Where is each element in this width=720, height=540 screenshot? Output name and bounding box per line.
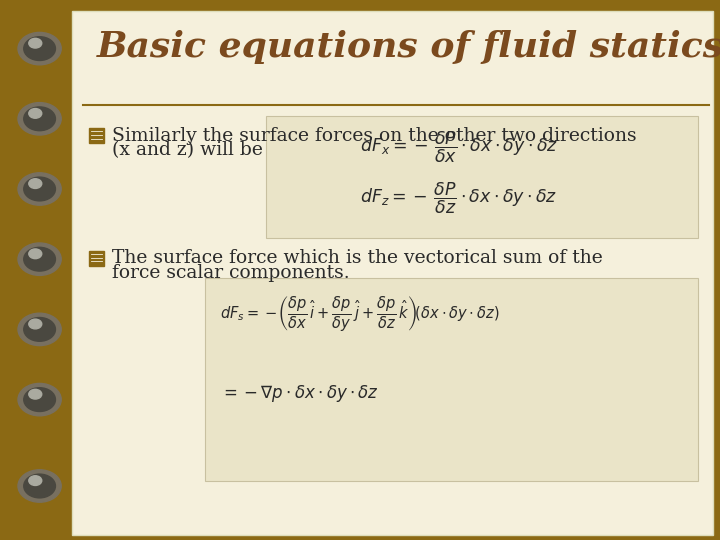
Circle shape: [24, 247, 55, 271]
Circle shape: [18, 243, 61, 275]
Text: Basic equations of fluid statics…: Basic equations of fluid statics…: [97, 30, 720, 64]
Circle shape: [18, 470, 61, 502]
Text: $dF_s = -\!\left(\dfrac{\delta p}{\delta x}\,\hat{i}+\dfrac{\delta p}{\delta y}\: $dF_s = -\!\left(\dfrac{\delta p}{\delta…: [220, 294, 499, 333]
Circle shape: [29, 249, 42, 259]
Text: $dF_z = -\,\dfrac{\delta P}{\delta z}\cdot \delta x\cdot \delta y\cdot \delta z$: $dF_z = -\,\dfrac{\delta P}{\delta z}\cd…: [360, 181, 557, 217]
Circle shape: [24, 37, 55, 60]
Circle shape: [24, 388, 55, 411]
Circle shape: [29, 389, 42, 399]
Circle shape: [29, 38, 42, 48]
FancyBboxPatch shape: [266, 116, 698, 238]
Circle shape: [24, 177, 55, 201]
FancyBboxPatch shape: [72, 11, 713, 535]
Circle shape: [18, 173, 61, 205]
Circle shape: [18, 383, 61, 416]
Text: Similarly the surface forces on the other two directions: Similarly the surface forces on the othe…: [112, 127, 636, 145]
Circle shape: [24, 318, 55, 341]
Circle shape: [18, 103, 61, 135]
Circle shape: [24, 474, 55, 498]
Circle shape: [29, 109, 42, 118]
Circle shape: [24, 107, 55, 131]
Text: $= -\nabla p\cdot \delta x\cdot \delta y\cdot \delta z$: $= -\nabla p\cdot \delta x\cdot \delta y…: [220, 383, 379, 404]
Text: $dF_x = -\,\dfrac{\delta P}{\delta x}\cdot \delta x\cdot \delta y\cdot \delta z$: $dF_x = -\,\dfrac{\delta P}{\delta x}\cd…: [360, 130, 558, 165]
Circle shape: [18, 313, 61, 346]
Circle shape: [29, 179, 42, 188]
Circle shape: [18, 32, 61, 65]
FancyBboxPatch shape: [89, 128, 104, 143]
Text: The surface force which is the vectorical sum of the: The surface force which is the vectorica…: [112, 249, 603, 267]
Text: (x and z) will be: (x and z) will be: [112, 141, 263, 159]
Text: force scalar components.: force scalar components.: [112, 264, 349, 282]
Circle shape: [29, 319, 42, 329]
Circle shape: [29, 476, 42, 485]
FancyBboxPatch shape: [205, 278, 698, 481]
FancyBboxPatch shape: [89, 251, 104, 266]
